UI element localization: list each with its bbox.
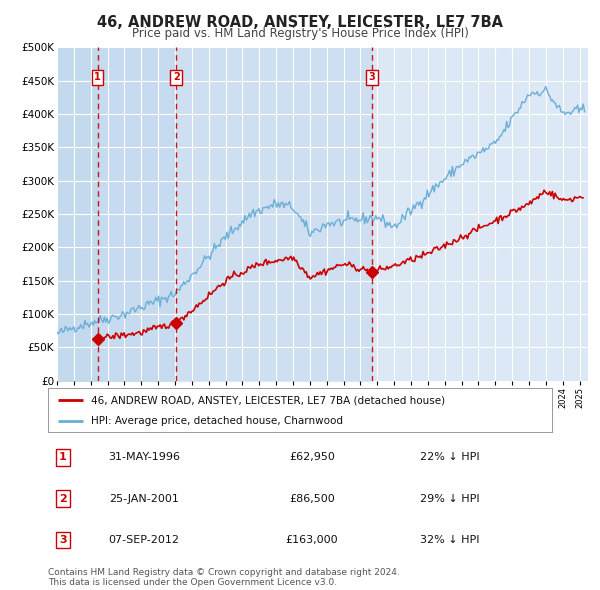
Text: 25-JAN-2001: 25-JAN-2001 — [109, 494, 179, 503]
Text: 1: 1 — [94, 72, 101, 82]
Text: 3: 3 — [368, 72, 375, 82]
Text: 46, ANDREW ROAD, ANSTEY, LEICESTER, LE7 7BA (detached house): 46, ANDREW ROAD, ANSTEY, LEICESTER, LE7 … — [91, 395, 445, 405]
Text: 32% ↓ HPI: 32% ↓ HPI — [420, 535, 480, 545]
Text: 46, ANDREW ROAD, ANSTEY, LEICESTER, LE7 7BA: 46, ANDREW ROAD, ANSTEY, LEICESTER, LE7 … — [97, 15, 503, 30]
Text: 31-MAY-1996: 31-MAY-1996 — [108, 453, 180, 462]
Text: 1: 1 — [59, 453, 67, 462]
Text: Price paid vs. HM Land Registry's House Price Index (HPI): Price paid vs. HM Land Registry's House … — [131, 27, 469, 40]
Text: £62,950: £62,950 — [289, 453, 335, 462]
Text: 2: 2 — [173, 72, 179, 82]
Text: Contains HM Land Registry data © Crown copyright and database right 2024.: Contains HM Land Registry data © Crown c… — [48, 568, 400, 576]
Text: 2: 2 — [59, 494, 67, 503]
Text: This data is licensed under the Open Government Licence v3.0.: This data is licensed under the Open Gov… — [48, 578, 337, 587]
Text: 22% ↓ HPI: 22% ↓ HPI — [420, 453, 480, 462]
Text: £86,500: £86,500 — [289, 494, 335, 503]
Text: £163,000: £163,000 — [286, 535, 338, 545]
Text: 07-SEP-2012: 07-SEP-2012 — [109, 535, 179, 545]
Text: 3: 3 — [59, 535, 67, 545]
Text: 29% ↓ HPI: 29% ↓ HPI — [420, 494, 480, 503]
Text: HPI: Average price, detached house, Charnwood: HPI: Average price, detached house, Char… — [91, 416, 343, 426]
